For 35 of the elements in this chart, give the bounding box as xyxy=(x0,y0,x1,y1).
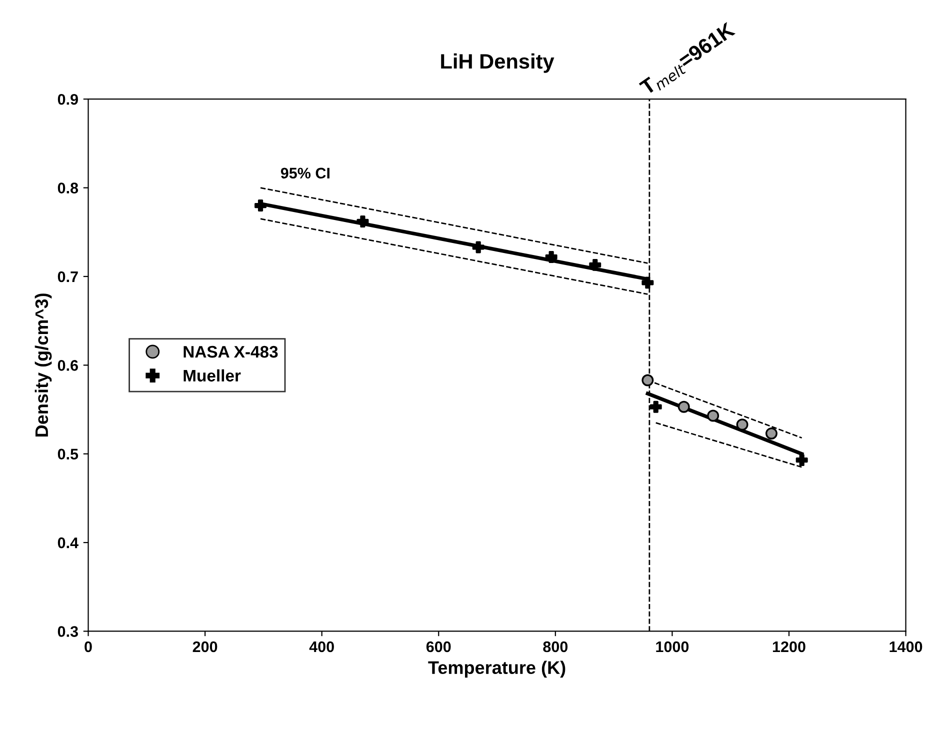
y-tick-label: 0.9 xyxy=(58,94,78,105)
y-tick-label: 0.7 xyxy=(58,271,78,282)
point xyxy=(707,410,720,422)
point xyxy=(736,418,748,431)
point xyxy=(545,250,558,263)
point xyxy=(472,241,484,254)
y-axis-title: Density (g/cm^3) xyxy=(34,294,52,436)
x-tick-label: 1200 xyxy=(772,641,806,652)
point xyxy=(765,427,778,440)
x-tick-label: 800 xyxy=(543,641,568,652)
chart-title: LiH Density xyxy=(441,53,554,73)
point xyxy=(356,216,369,228)
x-tick-label: 0 xyxy=(84,641,92,652)
x-tick-label: 1000 xyxy=(656,641,689,652)
x-axis-title: Temperature (K) xyxy=(428,660,566,678)
x-tick-label: 200 xyxy=(192,641,218,652)
point xyxy=(254,200,267,212)
y-tick-label: 0.4 xyxy=(58,537,78,548)
point xyxy=(796,454,808,466)
y-tick-label: 0.5 xyxy=(58,448,78,460)
point xyxy=(642,276,654,289)
ref-line-label: T$_{melt}$=961K xyxy=(638,22,738,98)
legend-label: Mueller xyxy=(184,369,241,382)
x-tick-label: 400 xyxy=(309,641,334,652)
y-tick-label: 0.6 xyxy=(58,360,78,371)
y-tick-label: 0.8 xyxy=(58,182,78,194)
x-tick-label: 1400 xyxy=(890,641,922,652)
x-tick-label: 600 xyxy=(426,641,451,652)
point xyxy=(650,400,662,413)
y-tick-label: 0.3 xyxy=(58,626,78,637)
point xyxy=(589,258,602,271)
annotation: 95% CI xyxy=(280,168,330,179)
point xyxy=(678,400,690,413)
legend-label: NASA X-483 xyxy=(184,346,278,358)
point xyxy=(642,374,654,386)
